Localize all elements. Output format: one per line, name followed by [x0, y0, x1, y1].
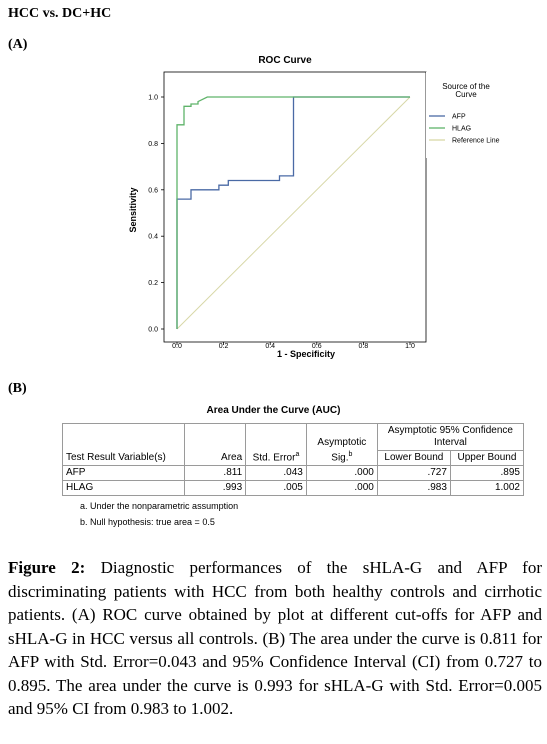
- legend-items: AFP HLAG Reference Line: [429, 114, 500, 145]
- y-tick-label: 0.6: [148, 187, 158, 194]
- table-header-row-1: Test Result Variable(s) Area Std. Errora…: [61, 423, 525, 466]
- table-header-row-2: Lower Bound Upper Bound: [63, 450, 525, 466]
- cell-area: .811: [184, 465, 247, 481]
- header-std-error-sup: a: [295, 450, 300, 458]
- legend-label: Reference Line: [452, 138, 500, 145]
- series-line-reference-line: [176, 96, 411, 330]
- x-tick-label: 0.6: [312, 343, 322, 350]
- header-sig-line2: Sig.: [331, 452, 349, 463]
- cell-lower: .727: [376, 465, 451, 481]
- plot-area: [163, 71, 427, 343]
- header-std-error: Std. Errora: [245, 423, 307, 466]
- cell-variable: AFP: [61, 465, 186, 481]
- footnote-a: a. Under the nonparametric assumption: [80, 501, 239, 511]
- cell-upper: 1.002: [449, 480, 525, 496]
- header-area-text: Area: [221, 452, 243, 463]
- x-tick-label: 1.0: [405, 343, 415, 350]
- cell-sig: .000: [305, 465, 378, 481]
- header-sig: Asymptotic Sig.b: [305, 423, 378, 466]
- cell-lower: .983: [376, 480, 451, 496]
- y-tick-label: 0.2: [148, 280, 158, 287]
- y-axis-label: Sensitivity: [128, 187, 138, 232]
- header-area: Area: [184, 423, 247, 466]
- header-ci-group: Asymptotic 95% Confidence Interval: [376, 423, 525, 451]
- x-tick-label: 0.0: [172, 343, 182, 350]
- y-tick-label: 0.0: [148, 327, 158, 334]
- cell-variable: HLAG: [61, 480, 186, 496]
- caption-text: Diagnostic performances of the sHLA-G an…: [8, 558, 542, 718]
- legend-label: HLAG: [452, 126, 471, 133]
- legend-box: [426, 72, 536, 158]
- table-row: AFP .811 .043 .000 .727 .895: [61, 465, 525, 481]
- auc-table: Test Result Variable(s) Area Std. Errora…: [61, 423, 525, 496]
- series-line-hlag: [176, 96, 410, 329]
- panel-b-label: (B): [8, 381, 27, 396]
- header-variable: Test Result Variable(s): [61, 423, 186, 466]
- y-tick-label: 0.8: [148, 141, 158, 148]
- x-tick-label: 0.2: [219, 343, 229, 350]
- legend-label: AFP: [452, 114, 466, 121]
- figure-caption: Figure 2: Diagnostic performances of the…: [8, 556, 542, 721]
- cell-area: .993: [184, 480, 247, 496]
- y-tick-label: 0.4: [148, 234, 158, 241]
- x-tick-label: 0.4: [265, 343, 275, 350]
- series-layer: [176, 96, 411, 330]
- header-upper: Upper Bound: [449, 450, 525, 466]
- y-tick-label: 1.0: [148, 95, 158, 102]
- header-lower: Lower Bound: [376, 450, 451, 466]
- legend-title: Source of the Curve: [442, 82, 490, 99]
- header-sig-line1: Asymptotic: [317, 436, 367, 448]
- x-axis-label: 1 - Specificity: [277, 349, 335, 359]
- roc-chart: ROC Curve 0.0 0.2 0.4 0.6 0.8 1.0 0.0 0.2 0.4 0.6…: [128, 55, 536, 359]
- cell-sig: .000: [305, 480, 378, 496]
- cell-std-error: .005: [245, 480, 307, 496]
- x-tick-label: 0.8: [359, 343, 369, 350]
- header-sig-sup: b: [348, 450, 353, 458]
- footnote-b: b. Null hypothesis: true area = 0.5: [80, 517, 215, 527]
- axes: 0.0 0.2 0.4 0.6 0.8 1.0 0.0 0.2 0.4 0.6 0.8 1.0: [148, 95, 415, 351]
- caption-label: Figure 2:: [8, 558, 86, 577]
- cell-std-error: .043: [245, 465, 307, 481]
- legend: Source of the Curve AFP HLAG Reference Line: [426, 72, 536, 158]
- table-row: HLAG .993 .005 .000 .983 1.002: [61, 480, 525, 496]
- panel-a-label: (A): [8, 37, 28, 52]
- auc-table-title: Area Under the Curve (AUC): [206, 405, 341, 416]
- header-std-error-text: Std. Error: [252, 452, 296, 463]
- chart-title: ROC Curve: [258, 55, 312, 66]
- section-title: HCC vs. DC+HC: [8, 6, 112, 21]
- cell-upper: .895: [449, 465, 525, 481]
- series-line-afp: [176, 96, 410, 329]
